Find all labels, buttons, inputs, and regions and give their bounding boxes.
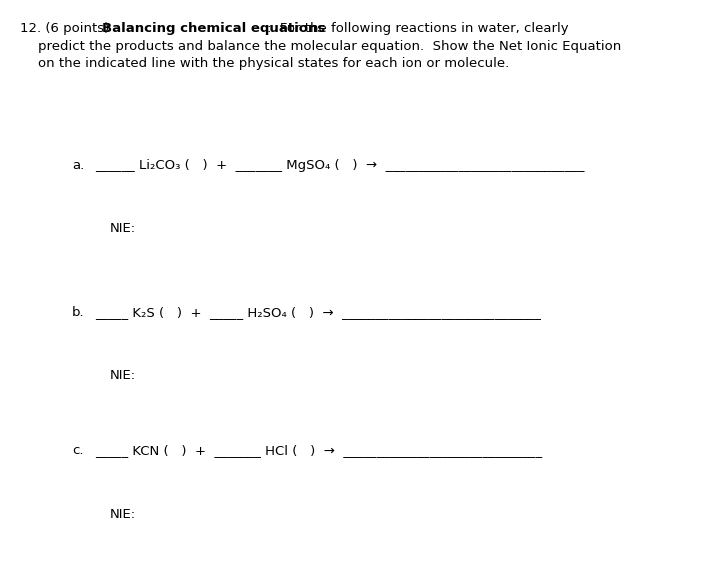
Text: NIE:: NIE: xyxy=(110,369,136,383)
Text: NIE:: NIE: xyxy=(110,508,136,521)
Text: predict the products and balance the molecular equation.  Show the Net Ionic Equ: predict the products and balance the mol… xyxy=(38,40,621,53)
Text: on the indicated line with the physical states for each ion or molecule.: on the indicated line with the physical … xyxy=(38,57,509,70)
Text: _____ KCN (   )  +  _______ HCl (   )  →  ______________________________: _____ KCN ( ) + _______ HCl ( ) → ______… xyxy=(95,444,542,458)
Text: _____ K₂S (   )  +  _____ H₂SO₄ (   )  →  ______________________________: _____ K₂S ( ) + _____ H₂SO₄ ( ) → ______… xyxy=(95,306,541,319)
Text: ______ Li₂CO₃ (   )  +  _______ MgSO₄ (   )  →  ______________________________: ______ Li₂CO₃ ( ) + _______ MgSO₄ ( ) → … xyxy=(95,159,584,172)
Text: c.: c. xyxy=(72,444,83,458)
Text: a.: a. xyxy=(72,159,84,172)
Text: :  For the following reactions in water, clearly: : For the following reactions in water, … xyxy=(267,22,568,35)
Text: 12. (6 points): 12. (6 points) xyxy=(20,22,114,35)
Text: NIE:: NIE: xyxy=(110,222,136,235)
Text: b.: b. xyxy=(72,306,85,319)
Text: Balancing chemical equations: Balancing chemical equations xyxy=(102,22,325,35)
